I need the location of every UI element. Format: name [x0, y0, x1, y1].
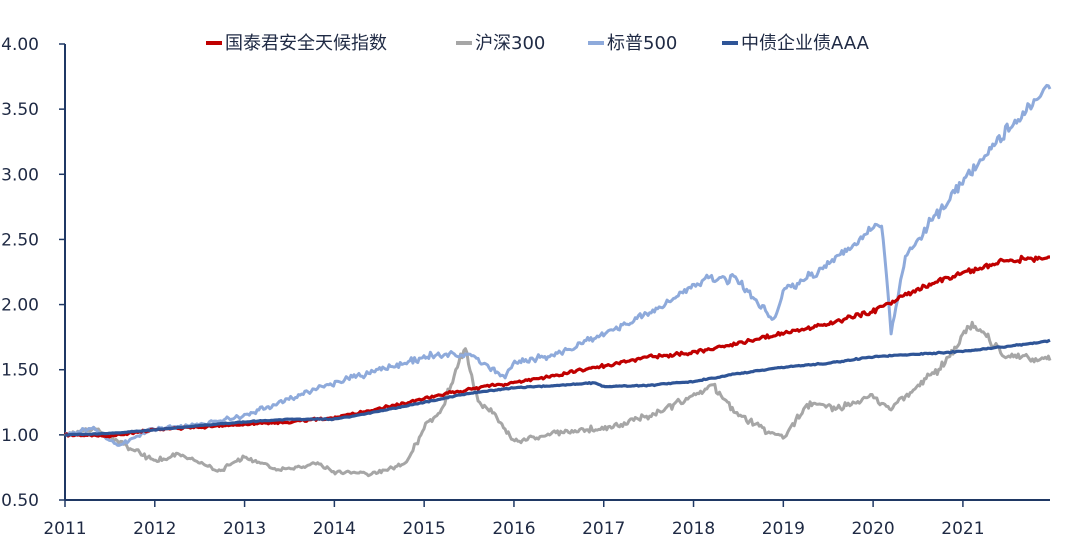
- legend-item: 国泰君安全天候指数: [206, 33, 387, 54]
- y-tick-label: 1.00: [1, 426, 39, 446]
- legend-label: 国泰君安全天候指数: [225, 33, 387, 54]
- legend-item: 沪深300: [456, 33, 545, 54]
- x-tick-label: 2016: [492, 519, 535, 539]
- x-tick-label: 2017: [582, 519, 625, 539]
- y-tick-label: 3.50: [1, 100, 39, 120]
- x-tick-label: 2019: [762, 519, 805, 539]
- x-tick-label: 2013: [223, 519, 266, 539]
- series-layer: [63, 83, 1052, 478]
- x-tick-label: 2014: [313, 519, 356, 539]
- y-tick-label: 4.00: [1, 35, 39, 55]
- y-tick-label: 1.50: [1, 361, 39, 381]
- x-tick-label: 2015: [403, 519, 446, 539]
- legend-label: 中债企业债AAA: [741, 33, 870, 54]
- legend: 国泰君安全天候指数 沪深300 标普500 中债企业债AAA: [206, 33, 870, 54]
- axes: 0.50 1.00 1.50 2.00 2.50 3.00 3.50 4.00 2011 2012…: [1, 35, 1050, 539]
- x-tick-label: 2020: [851, 519, 894, 539]
- series-line-0: [64, 254, 1051, 439]
- series-line-1: [63, 320, 1052, 478]
- legend-label: 标普500: [607, 33, 677, 54]
- y-tick-label: 2.50: [1, 230, 39, 250]
- x-tick-label: 2018: [672, 519, 715, 539]
- legend-item: 标普500: [588, 33, 677, 54]
- series-line-2: [64, 83, 1052, 447]
- x-tick-label: 2012: [133, 519, 176, 539]
- x-tick-label: 2021: [941, 519, 984, 539]
- legend-item: 中债企业债AAA: [722, 33, 870, 54]
- legend-label: 沪深300: [475, 33, 545, 54]
- series-line-3: [64, 338, 1051, 437]
- y-tick-label: 3.00: [1, 165, 39, 185]
- y-tick-label: 0.50: [1, 491, 39, 511]
- y-tick-label: 2.00: [1, 296, 39, 316]
- x-tick-label: 2011: [43, 519, 86, 539]
